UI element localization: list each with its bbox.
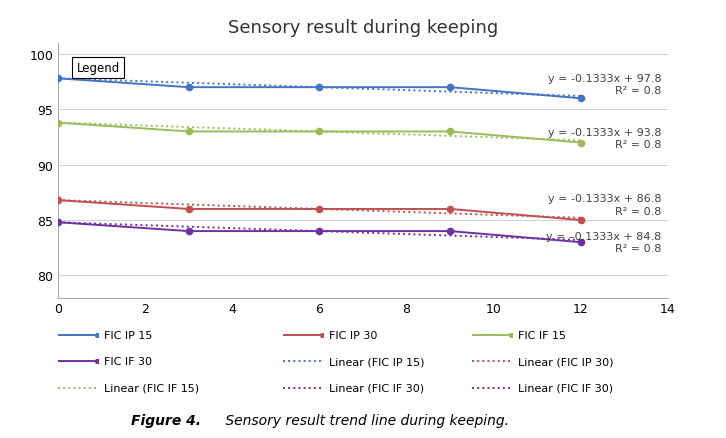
Linear (FIC IP 15) [576,94,585,99]
Linear (FIC IF 15) [363,131,372,136]
Linear (FIC IP 15) [365,87,374,92]
Text: y = -0.1333x + 86.8
R² = 0.8: y = -0.1333x + 86.8 R² = 0.8 [548,194,661,216]
Linear (FIC IP 30) [55,198,64,203]
Text: y = -0.1333x + 93.8
R² = 0.8: y = -0.1333x + 93.8 R² = 0.8 [548,127,661,150]
Linear (FIC IP 30) [363,208,372,214]
FIC IP 15 [576,96,585,102]
Linear (FIC IP 30) [576,215,585,221]
Line: Linear (FIC IP 30): Linear (FIC IP 30) [58,201,581,218]
Line: FIC IF 30: FIC IF 30 [55,219,584,246]
FIC IF 30 [576,240,585,245]
FIC IF 30 [446,229,454,234]
Linear (FIC IP 30) [528,214,537,219]
FIC IP 15 [315,85,324,91]
FIC IP 30 [184,207,193,212]
Text: FIC IF 15: FIC IF 15 [518,330,566,340]
FIC IF 30 [184,229,193,234]
FIC IP 30 [446,207,454,212]
Text: y = -0.1333x + 97.8
R² = 0.8: y = -0.1333x + 97.8 R² = 0.8 [547,74,661,96]
Linear (FIC IP 30) [494,213,503,218]
Text: Sensory result trend line during keeping.: Sensory result trend line during keeping… [221,413,510,427]
Linear (FIC IP 15) [54,77,62,82]
FIC IP 15 [446,85,454,91]
Text: Legend: Legend [76,62,120,74]
FIC IF 15 [576,141,585,146]
FIC IF 15 [54,121,62,126]
Line: Linear (FIC IF 30): Linear (FIC IF 30) [58,223,581,240]
Linear (FIC IP 15) [374,87,383,92]
Linear (FIC IF 30) [54,220,62,226]
Line: FIC IP 15: FIC IP 15 [55,76,584,102]
FIC IF 30 [315,229,324,234]
Linear (FIC IF 15) [494,136,503,141]
FIC IP 30 [54,198,62,203]
Text: Linear (FIC IF 30): Linear (FIC IF 30) [518,383,613,392]
FIC IP 30 [315,207,324,212]
Text: Linear (FIC IF 15): Linear (FIC IF 15) [104,383,199,392]
Text: Linear (FIC IF 30): Linear (FIC IF 30) [329,383,424,392]
Linear (FIC IF 15) [365,131,374,137]
Text: y = –0.1333x + 84.8
R² = 0.8: y = –0.1333x + 84.8 R² = 0.8 [546,231,661,254]
Title: Sensory result during keeping: Sensory result during keeping [228,19,498,37]
Line: FIC IF 15: FIC IF 15 [55,120,584,146]
Text: FIC IP 15: FIC IP 15 [104,330,152,340]
Text: FIC IP 30: FIC IP 30 [329,330,378,340]
Line: FIC IP 30: FIC IP 30 [55,198,584,224]
Linear (FIC IF 15) [528,137,537,142]
Linear (FIC IF 30) [576,238,585,243]
Linear (FIC IF 15) [55,121,64,126]
Linear (FIC IP 15) [528,92,537,98]
Linear (FIC IF 15) [54,121,62,126]
Text: Figure 4.: Figure 4. [131,413,200,427]
Linear (FIC IF 30) [374,231,383,236]
Linear (FIC IF 30) [494,235,503,240]
Linear (FIC IP 30) [374,209,383,214]
Text: Linear (FIC IP 15): Linear (FIC IP 15) [329,357,425,366]
Linear (FIC IP 15) [494,92,503,97]
FIC IF 15 [315,130,324,135]
Text: Linear (FIC IP 30): Linear (FIC IP 30) [518,357,613,366]
FIC IP 15 [54,77,62,82]
Linear (FIC IF 15) [576,138,585,144]
Linear (FIC IP 15) [363,87,372,92]
FIC IF 30 [54,220,62,226]
FIC IP 15 [184,85,193,91]
Line: Linear (FIC IF 15): Linear (FIC IF 15) [58,124,581,141]
Linear (FIC IP 30) [54,198,62,203]
FIC IF 15 [184,130,193,135]
Linear (FIC IF 30) [528,236,537,241]
Linear (FIC IF 30) [55,220,64,226]
Text: FIC IF 30: FIC IF 30 [104,357,152,366]
FIC IP 30 [576,218,585,223]
Linear (FIC IP 30) [365,208,374,214]
Line: Linear (FIC IP 15): Linear (FIC IP 15) [58,79,581,97]
Linear (FIC IF 30) [363,230,372,236]
FIC IF 15 [446,130,454,135]
Linear (FIC IP 15) [55,77,64,82]
Linear (FIC IF 30) [365,231,374,236]
Linear (FIC IF 15) [374,131,383,137]
